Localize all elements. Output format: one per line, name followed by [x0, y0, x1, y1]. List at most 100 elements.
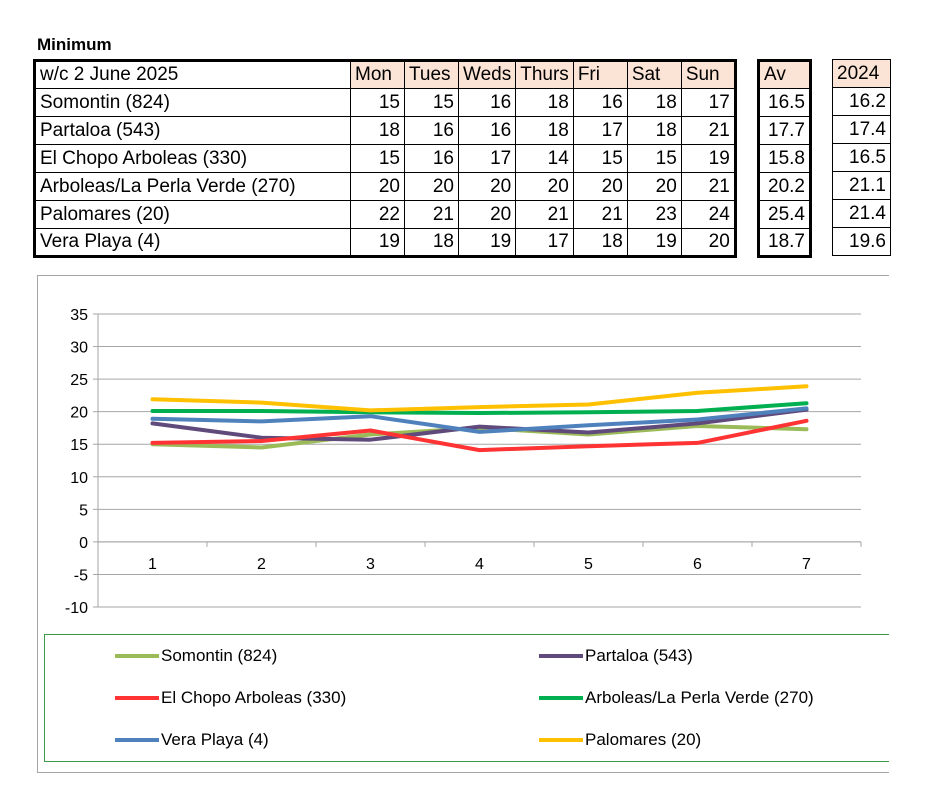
temp-cell: 18: [626, 88, 682, 117]
col-header-av: Av: [758, 60, 811, 89]
year-table: 2024 16.2 17.4 16.5 21.1 21.4 19.6: [832, 59, 891, 256]
y-tick-label: 0: [79, 535, 88, 552]
temp-cell: 18: [515, 88, 574, 117]
temp-cell: 19: [626, 228, 682, 257]
temp-cell: 21: [404, 200, 459, 229]
legend-swatch: [539, 696, 583, 700]
temp-cell: 17: [572, 116, 628, 145]
temp-cell: 21: [572, 200, 628, 229]
chart-title: Minimum: [37, 35, 112, 54]
temp-cell: 16: [404, 144, 459, 173]
legend-swatch: [539, 654, 583, 658]
average-cell: 18.7: [758, 228, 811, 257]
temp-cell: 15: [404, 88, 459, 117]
temp-cell: 15: [350, 88, 405, 117]
year-2024-cell: 21.1: [832, 171, 891, 200]
temp-cell: 18: [515, 116, 574, 145]
temp-cell: 15: [572, 144, 628, 173]
temp-cell: 16: [404, 116, 459, 145]
y-tick-label: -10: [65, 600, 88, 617]
temp-cell: 24: [680, 200, 736, 229]
legend-label: Vera Playa (4): [161, 730, 269, 749]
week-label: w/c 2 June 2025: [34, 60, 351, 89]
temp-cell: 14: [515, 144, 574, 173]
year-2024-cell: 16.2: [832, 87, 891, 116]
y-tick-label: 25: [70, 372, 88, 389]
station-name: Somontin (824): [34, 88, 351, 117]
col-header-sun: Sun: [680, 60, 736, 89]
temp-cell: 18: [404, 228, 459, 257]
legend-label: Palomares (20): [585, 730, 702, 749]
y-tick-label: 10: [70, 470, 88, 487]
station-name: Arboleas/La Perla Verde (270): [34, 172, 351, 201]
table-row: Somontin (824) 15 15 16 18 16 18 17: [34, 88, 736, 117]
temp-cell: 17: [680, 88, 736, 117]
temp-cell: 18: [626, 116, 682, 145]
temp-cell: 23: [626, 200, 682, 229]
series-line-3: [150, 401, 809, 415]
col-header-tues: Tues: [404, 60, 459, 89]
y-tick-label: -5: [74, 567, 88, 584]
col-header-thurs: Thurs: [515, 60, 574, 89]
temp-cell: 21: [680, 172, 736, 201]
chart-legend: Somontin (824) Partaloa (543) El Chopo Arb…: [44, 634, 889, 762]
temp-cell: 20: [457, 200, 517, 229]
legend-swatch: [115, 654, 159, 658]
y-tick-label: 5: [79, 502, 88, 519]
average-table: Av 16.5 17.7 15.8 20.2 25.4 18.7: [757, 59, 812, 258]
legend-swatch: [115, 696, 159, 700]
col-header-2024: 2024: [832, 59, 891, 88]
series-line-1: [150, 407, 809, 442]
average-cell: 17.7: [758, 116, 811, 145]
temp-cell: 18: [350, 116, 405, 145]
temp-cell: 15: [626, 144, 682, 173]
legend-label: Partaloa (543): [585, 646, 693, 665]
temp-cell: 22: [350, 200, 405, 229]
table-row: El Chopo Arboleas (330) 15 16 17 14 15 15 19: [34, 144, 736, 173]
table-row: Partaloa (543) 18 16 16 18 17 18 21: [34, 116, 736, 145]
temp-cell: 18: [572, 228, 628, 257]
temp-cell: 16: [572, 88, 628, 117]
legend-label: Arboleas/La Perla Verde (270): [585, 688, 814, 707]
temp-cell: 20: [515, 172, 574, 201]
x-tick-label: 2: [257, 556, 266, 573]
temp-cell: 21: [515, 200, 574, 229]
year-2024-cell: 21.4: [832, 199, 891, 228]
y-tick-label: 20: [70, 405, 88, 422]
legend-swatch: [115, 738, 159, 742]
year-2024-cell: 17.4: [832, 115, 891, 144]
chart-area: -10 -5 0 5 10 15 20 25 30 35 1 2 3 4 5 6 7: [37, 275, 889, 773]
temp-cell: 19: [457, 228, 517, 257]
year-2024-cell: 19.6: [832, 227, 891, 256]
temp-cell: 17: [515, 228, 574, 257]
average-cell: 20.2: [758, 172, 811, 201]
col-header-fri: Fri: [572, 60, 628, 89]
year-2024-cell: 16.5: [832, 143, 891, 172]
station-name: Palomares (20): [34, 200, 351, 229]
temp-cell: 20: [404, 172, 459, 201]
x-tick-label: 4: [475, 556, 484, 573]
temp-cell: 21: [680, 116, 736, 145]
series-line-5: [150, 384, 809, 413]
table-row: Palomares (20) 22 21 20 21 21 23 24: [34, 200, 736, 229]
x-tick-label: 6: [693, 556, 702, 573]
table-header-row: w/c 2 June 2025 Mon Tues Weds Thurs Fri …: [34, 60, 736, 89]
average-cell: 25.4: [758, 200, 811, 229]
y-tick-label: 30: [70, 340, 88, 357]
temp-cell: 15: [350, 144, 405, 173]
table-row: Vera Playa (4) 19 18 19 17 18 19 20: [34, 228, 736, 257]
x-tick-label: 7: [802, 556, 811, 573]
col-header-weds: Weds: [457, 60, 517, 89]
station-name: Vera Playa (4): [34, 228, 351, 257]
line-chart: -10 -5 0 5 10 15 20 25 30 35 1 2 3 4 5 6 7: [65, 307, 862, 617]
col-header-sat: Sat: [626, 60, 682, 89]
temp-cell: 16: [457, 116, 517, 145]
y-tick-label: 15: [70, 437, 88, 454]
legend-item: Somontin (824): [115, 646, 277, 666]
legend-item: El Chopo Arboleas (330): [115, 688, 346, 708]
x-tick-label: 3: [366, 556, 375, 573]
temp-cell: 20: [350, 172, 405, 201]
legend-item: Palomares (20): [539, 730, 701, 750]
temp-cell: 17: [457, 144, 517, 173]
average-cell: 15.8: [758, 144, 811, 173]
